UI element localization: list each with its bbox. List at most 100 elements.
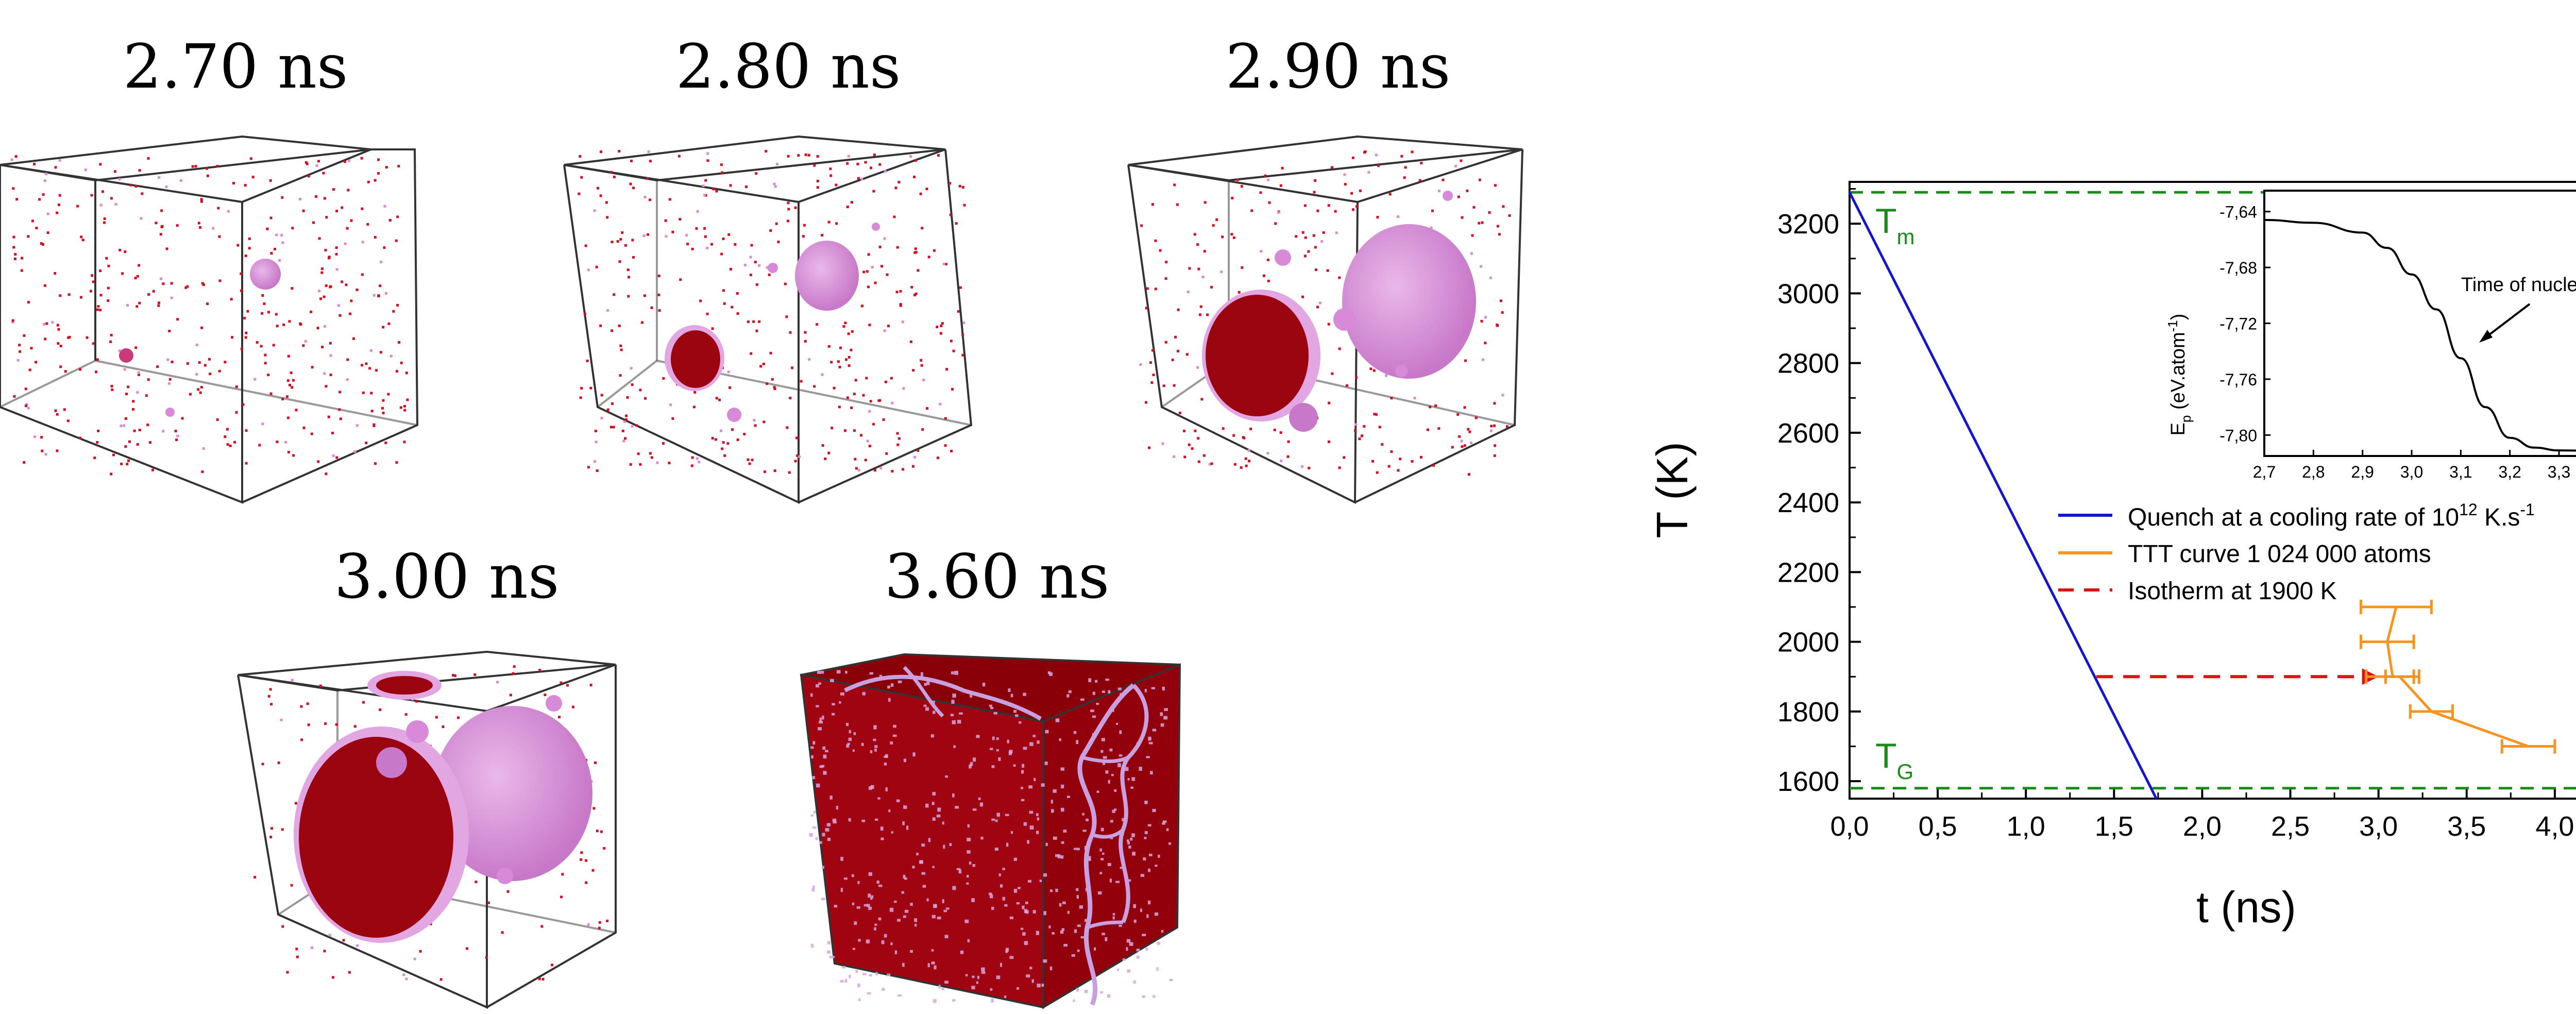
atom-dot [1499,299,1502,302]
grain-speck [996,813,1001,817]
atom-dot [585,859,588,862]
grain-speck [903,915,907,918]
grain-speck [945,775,948,778]
grain-speck [852,948,855,950]
snapshot-time-label: 2.80 ns [675,31,901,102]
atom-dot [127,385,130,388]
atom-dot [341,280,344,283]
atom-dot [902,468,905,471]
grain-speck [1029,967,1032,970]
atom-dot [1354,429,1357,432]
atom-dot [353,725,357,728]
atom-dot [1496,323,1499,326]
atom-dot [1259,191,1262,194]
grain-speck [1144,837,1147,839]
grain-boundary [903,666,944,718]
grain-speck [1108,690,1111,694]
atom-dot [1481,358,1484,361]
atom-dot [866,440,869,443]
atom-dot [571,705,574,708]
grain-speck [1002,897,1005,901]
atom-dot [101,190,104,193]
atom-dot [1501,394,1504,397]
atom-dot [927,256,930,259]
inset-x-tick-label: 2,8 [2302,463,2325,481]
grain-speck [942,899,944,904]
atom-dot [120,424,123,427]
atom-dot [1502,205,1505,208]
grain-speck [1079,905,1083,909]
atom-dot [156,365,159,368]
atom-dot [1154,239,1157,242]
grain-speck [830,679,834,682]
atom-dot [19,350,22,353]
atom-dot [261,422,264,426]
atom-dot [731,306,734,309]
cluster [1395,365,1408,377]
atom-dot [774,185,777,188]
atom-dot [749,274,752,277]
grain-speck [855,970,858,973]
grain-speck [890,683,894,687]
grain-speck [1021,770,1024,774]
atom-dot [1359,189,1362,192]
grain-speck [959,712,963,715]
atom-dot [611,402,614,405]
atom-dot [27,301,30,304]
grain-speck [1152,729,1157,732]
atom-dot [857,468,860,471]
atom-dot [619,238,622,241]
grain-speck [823,754,827,759]
grain-speck [879,674,883,678]
atom-dot [276,441,279,444]
grain-speck [921,843,925,847]
grain-speck [977,975,979,979]
atom-dot [752,320,755,323]
atom-dot [170,296,173,299]
atom-dot [456,716,460,719]
atom-dot [294,802,297,805]
grain-speck [893,724,896,728]
atom-dot [51,321,54,324]
atom-dot [755,329,758,332]
inset-x-tick-label: 3,2 [2498,463,2521,481]
atom-dot [754,261,757,264]
atom-dot [80,235,83,239]
atom-dot [395,370,398,373]
atom-dot [263,302,266,305]
grain-speck [816,684,819,688]
atom-dot [14,253,17,256]
atom-dot [260,345,263,348]
x-tick-label: 1,0 [2007,811,2045,842]
atom-dot [275,313,278,316]
grain-speck [1099,848,1102,852]
atom-dot [1250,209,1253,212]
grain-speck [1074,848,1076,850]
atom-dot [785,315,788,318]
atom-dot [736,312,739,315]
y-tick-label: 3000 [1777,278,1839,309]
atom-dot [249,157,252,160]
atom-dot [160,209,163,212]
atom-dot [79,296,82,299]
atom-dot [269,688,272,691]
atom-dot [1140,224,1143,227]
atom-dot [839,346,842,349]
atom-dot [1400,155,1403,158]
grain-speck [873,725,877,730]
atom-dot [277,761,280,764]
atom-dot [317,460,320,463]
atom-dot [711,327,714,330]
grain-speck [1099,872,1103,874]
grain-speck [931,949,934,952]
atom-dot [1331,372,1334,375]
atom-dot [951,387,954,391]
grain-speck [861,742,864,746]
atom-dot [899,304,902,307]
grain-speck [873,738,876,741]
grain-speck [1013,889,1018,893]
atom-dot [110,333,113,336]
atom-dot [613,175,616,178]
grain-speck [1062,901,1066,904]
atom-dot [141,192,144,195]
